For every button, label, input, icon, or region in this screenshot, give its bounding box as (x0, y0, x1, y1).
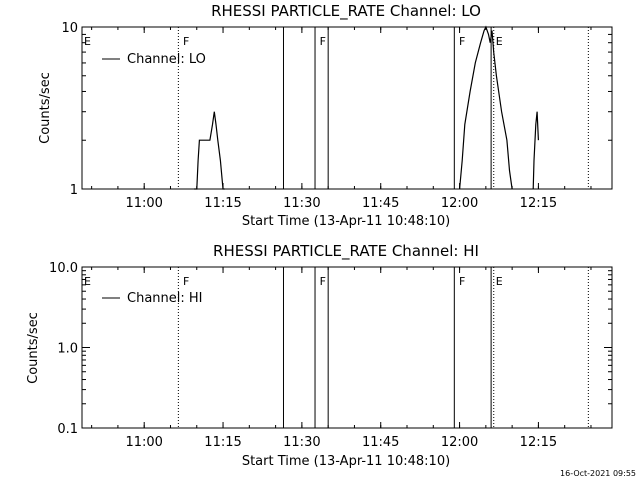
plot-frame (81, 26, 613, 190)
flag-label: E (84, 275, 91, 288)
x-tick-label: 11:00 (125, 435, 162, 450)
flag-label: F (459, 275, 465, 288)
flag-label: F (183, 275, 189, 288)
y-tick-label: 10 (61, 21, 78, 36)
series-line (194, 111, 225, 190)
x-axis-label: Start Time (13-Apr-11 10:48:10) (242, 454, 450, 469)
y-tick-label: 1.0 (57, 342, 78, 357)
chart-title: RHESSI PARTICLE_RATE Channel: HI (213, 242, 479, 261)
y-axis-label: Counts/sec (26, 312, 41, 384)
x-tick-label: 11:15 (204, 196, 241, 211)
chart-title: RHESSI PARTICLE_RATE Channel: LO (211, 2, 481, 21)
chart-hi: RHESSI PARTICLE_RATE Channel: HI Counts/… (26, 242, 613, 469)
x-tick-label: 12:15 (520, 435, 557, 450)
x-tick-label: 11:30 (283, 196, 320, 211)
x-tick-label: 11:45 (362, 196, 399, 211)
flag-label: F (459, 35, 465, 48)
timestamp: 16-Oct-2021 09:55 (560, 469, 636, 478)
x-tick-label: 11:00 (125, 196, 162, 211)
flag-label: E (84, 35, 91, 48)
y-tick-label: 10.0 (49, 261, 78, 276)
x-tick-label: 11:15 (204, 435, 241, 450)
x-tick-label: 12:00 (441, 435, 478, 450)
y-tick-label: 1 (70, 183, 78, 198)
chart-lo: RHESSI PARTICLE_RATE Channel: LO Counts/… (38, 2, 613, 229)
flag-label: E (496, 35, 503, 48)
x-tick-label: 12:15 (520, 196, 557, 211)
y-axis-label: Counts/sec (38, 72, 53, 144)
series-line (532, 111, 539, 190)
legend-label: Channel: LO (127, 52, 206, 67)
y-tick-label: 0.1 (57, 422, 78, 437)
legend-label: Channel: HI (127, 291, 203, 306)
flag-label: F (183, 35, 189, 48)
x-tick-label: 11:45 (362, 435, 399, 450)
flag-label: F (320, 35, 326, 48)
flag-label: E (496, 275, 503, 288)
x-tick-label: 11:30 (283, 435, 320, 450)
flag-label: F (320, 275, 326, 288)
x-tick-label: 12:00 (441, 196, 478, 211)
series-line (459, 25, 513, 190)
x-axis-label: Start Time (13-Apr-11 10:48:10) (242, 214, 450, 229)
